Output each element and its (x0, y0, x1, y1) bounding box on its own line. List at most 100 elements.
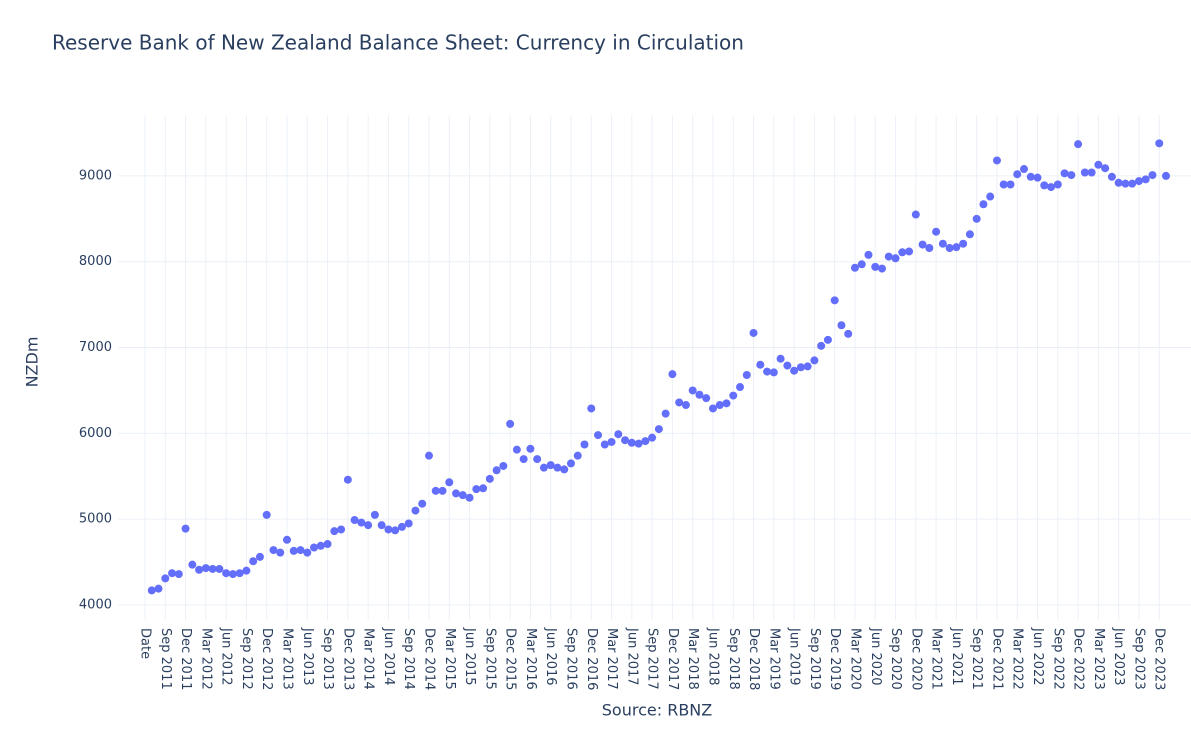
point (174, 570, 183, 579)
x-tick-label: Sep 2021 (969, 628, 984, 690)
x-tick-label: Jun 2012 (219, 627, 234, 686)
point (715, 401, 724, 410)
x-tick-label: Sep 2022 (1050, 628, 1065, 690)
point (776, 354, 785, 363)
point (289, 546, 298, 555)
point (905, 247, 914, 256)
point (506, 419, 515, 428)
point (458, 491, 467, 500)
point (296, 546, 305, 555)
x-tick-label: Dec 2011 (178, 628, 193, 690)
point (269, 546, 278, 555)
x-tick-label: Sep 2020 (888, 628, 903, 690)
y-tick-label: 5000 (79, 512, 112, 527)
point (195, 565, 204, 574)
x-tick-label: Mar 2017 (604, 628, 619, 690)
point (526, 444, 535, 453)
x-axis-title: Source: RBNZ (602, 701, 712, 720)
x-tick-label: Jun 2018 (705, 627, 720, 686)
x-tick-label: Sep 2018 (726, 628, 741, 690)
point (404, 519, 413, 528)
x-tick-label: Jun 2023 (1111, 627, 1126, 686)
point (763, 367, 772, 376)
x-tick-label: Sep 2016 (563, 628, 578, 690)
point (391, 526, 400, 535)
point (519, 455, 528, 464)
point (769, 368, 778, 377)
x-tick-label: Sep 2012 (239, 628, 254, 690)
point (337, 525, 346, 534)
point (580, 440, 589, 449)
point (972, 214, 981, 223)
y-tick-label: 8000 (79, 254, 112, 269)
point (479, 484, 488, 493)
point (1094, 160, 1103, 169)
y-tick-label: 4000 (79, 597, 112, 612)
point (803, 362, 812, 371)
point (573, 451, 582, 460)
point (181, 524, 190, 533)
x-tick-label: Mar 2014 (361, 628, 376, 690)
point (201, 564, 210, 573)
point (546, 461, 555, 470)
point (681, 401, 690, 410)
x-tick-label: Mar 2019 (766, 628, 781, 690)
point (512, 445, 521, 454)
point (384, 525, 393, 534)
point (837, 321, 846, 330)
point (553, 463, 562, 472)
point (438, 486, 447, 495)
point (249, 557, 258, 566)
point (1101, 164, 1110, 173)
point (282, 535, 291, 544)
point (303, 548, 312, 557)
y-tick-label: 9000 (79, 168, 112, 183)
point (952, 243, 961, 252)
point (823, 335, 832, 344)
point (695, 390, 704, 399)
point (377, 521, 386, 530)
point (911, 210, 920, 219)
x-tick-label: Dec 2015 (503, 628, 518, 690)
point (891, 254, 900, 263)
point (857, 260, 866, 269)
x-tick-label: Dec 2022 (1071, 628, 1086, 690)
point (668, 370, 677, 379)
point (918, 240, 927, 249)
x-tick-label: Jun 2016 (543, 627, 558, 686)
point (228, 570, 237, 579)
point (1141, 175, 1150, 184)
x-tick-label: Mar 2018 (685, 628, 700, 690)
point (688, 386, 697, 395)
point (654, 425, 663, 434)
x-tick-label: Mar 2015 (442, 628, 457, 690)
tick-labels: 4000 5000 6000 7000 8000 9000 Date Sep 2011 Dec … (79, 168, 1167, 690)
point (1067, 171, 1076, 180)
point (323, 540, 332, 549)
x-tick-label: Jun 2020 (868, 627, 883, 686)
point (350, 516, 359, 525)
x-tick-label: Jun 2017 (624, 627, 639, 686)
x-tick-label: Dec 2023 (1152, 628, 1167, 690)
point (445, 478, 454, 487)
point (810, 356, 819, 365)
point (255, 552, 264, 561)
point (992, 156, 1001, 165)
point (452, 489, 461, 498)
point (999, 180, 1008, 189)
point (878, 264, 887, 273)
point (330, 527, 339, 536)
point (424, 451, 433, 460)
x-tick-label: Sep 2019 (807, 628, 822, 690)
point (188, 560, 197, 569)
point (276, 548, 285, 557)
point (168, 569, 177, 578)
point (431, 486, 440, 495)
point (986, 192, 995, 201)
y-tick-label: 7000 (79, 340, 112, 355)
point (1114, 178, 1123, 187)
point (627, 438, 636, 447)
x-tick-label: Jun 2019 (787, 627, 802, 686)
point (722, 399, 731, 408)
